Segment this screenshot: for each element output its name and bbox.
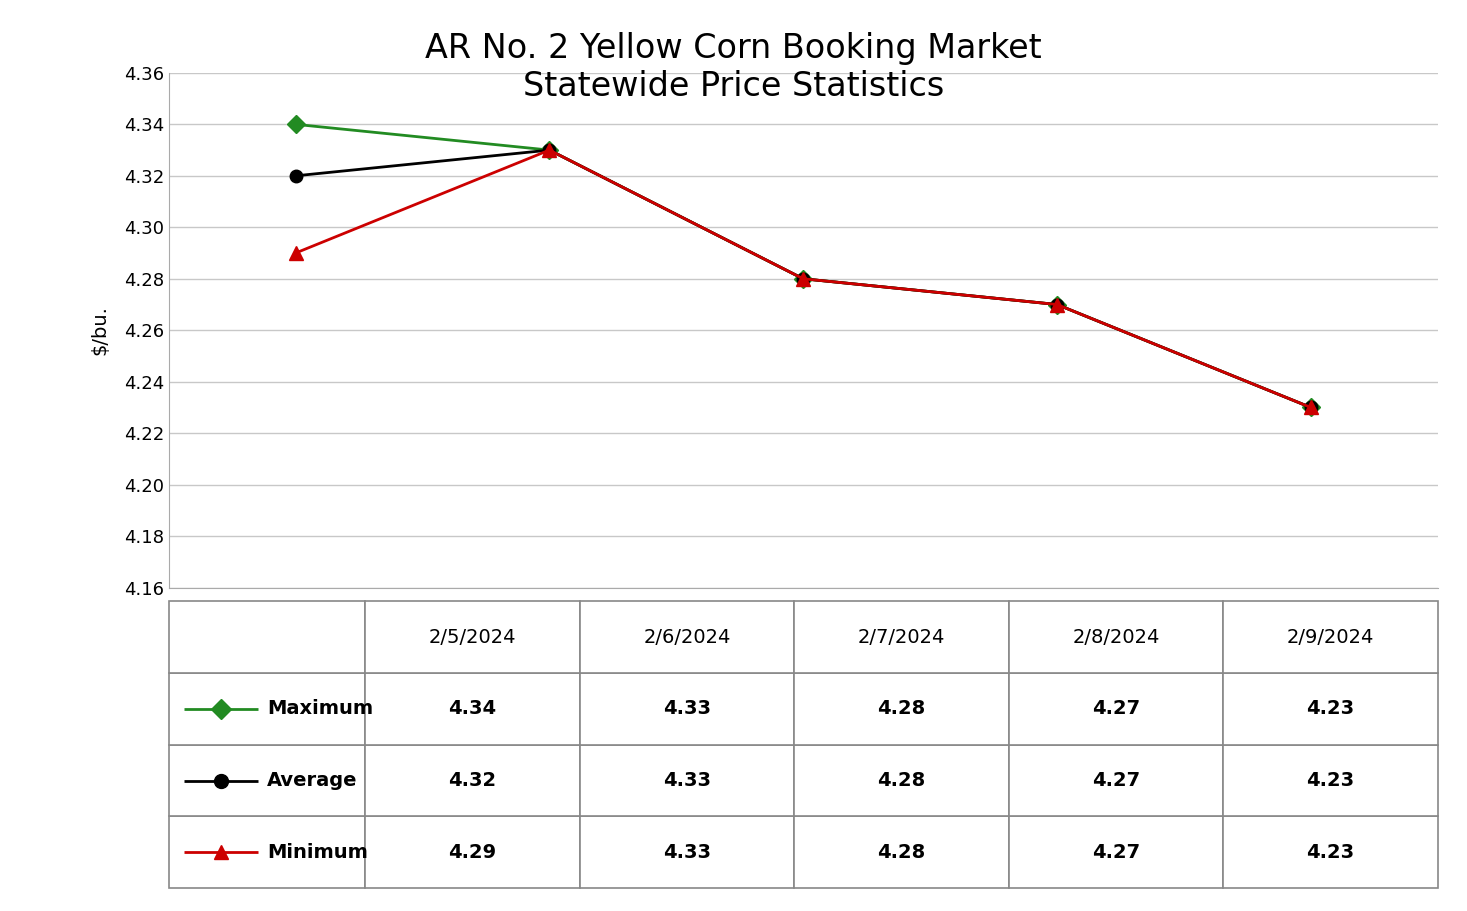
Text: 2/8/2024: 2/8/2024 — [1072, 628, 1160, 647]
Text: 2/6/2024: 2/6/2024 — [644, 628, 731, 647]
Text: 4.28: 4.28 — [877, 700, 926, 719]
Text: 4.28: 4.28 — [877, 771, 926, 790]
Text: AR No. 2 Yellow Corn Booking Market
Statewide Price Statistics: AR No. 2 Yellow Corn Booking Market Stat… — [425, 32, 1042, 103]
Text: Maximum: Maximum — [267, 700, 373, 719]
Text: 4.27: 4.27 — [1091, 771, 1140, 790]
Text: Average: Average — [267, 771, 358, 790]
Text: 2/9/2024: 2/9/2024 — [1287, 628, 1375, 647]
Text: 2/7/2024: 2/7/2024 — [858, 628, 945, 647]
Text: 4.28: 4.28 — [877, 843, 926, 862]
Text: 4.23: 4.23 — [1307, 843, 1354, 862]
Text: 4.33: 4.33 — [663, 843, 711, 862]
Text: 4.34: 4.34 — [449, 700, 497, 719]
Text: 4.32: 4.32 — [449, 771, 497, 790]
Text: 4.29: 4.29 — [449, 843, 497, 862]
Y-axis label: $/bu.: $/bu. — [91, 305, 110, 355]
Text: 4.27: 4.27 — [1091, 700, 1140, 719]
Text: 4.33: 4.33 — [663, 771, 711, 790]
Text: 4.33: 4.33 — [663, 700, 711, 719]
Text: 4.23: 4.23 — [1307, 700, 1354, 719]
Text: Minimum: Minimum — [267, 843, 368, 862]
Text: 4.27: 4.27 — [1091, 843, 1140, 862]
Text: 2/5/2024: 2/5/2024 — [428, 628, 516, 647]
Text: 4.23: 4.23 — [1307, 771, 1354, 790]
